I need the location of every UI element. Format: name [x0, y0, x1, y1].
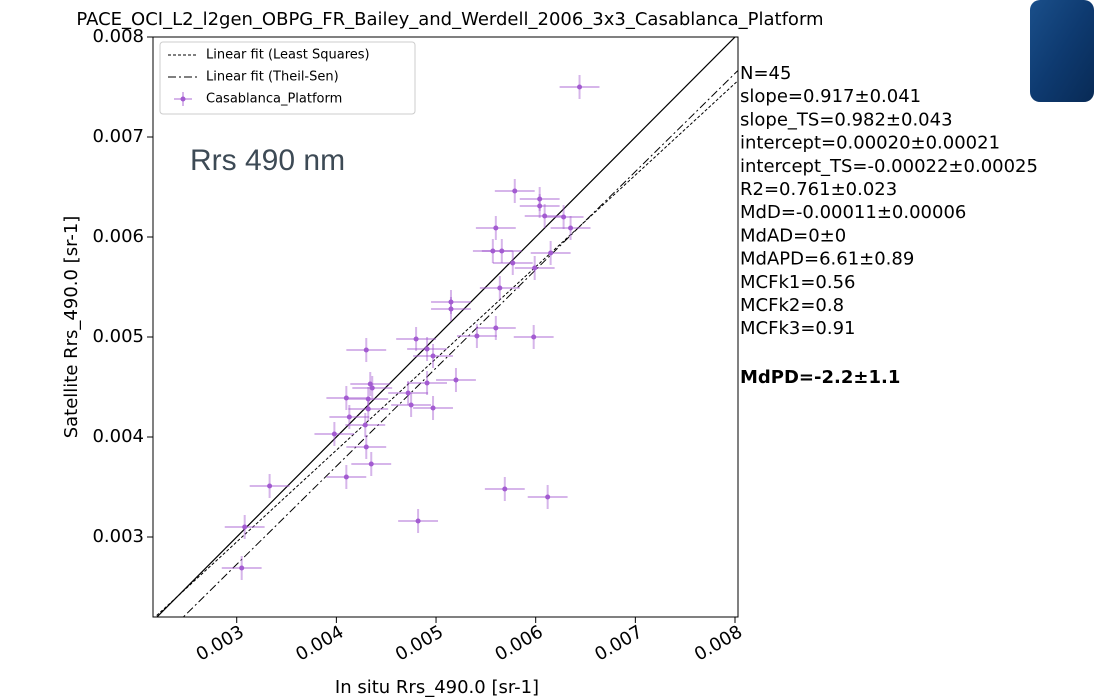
fit-line [154, 80, 738, 617]
point [408, 402, 414, 408]
point [365, 406, 371, 412]
point [365, 396, 371, 402]
y-tick-label: 0.003 [92, 526, 144, 547]
stat-line: slope_TS=0.982±0.043 [740, 109, 953, 130]
x-tick-label: 0.004 [292, 621, 347, 665]
stat-line: intercept_TS=-0.00022±0.00025 [740, 156, 1038, 177]
point [548, 250, 554, 256]
point [499, 248, 505, 254]
point [510, 260, 516, 266]
point [497, 285, 503, 291]
point [367, 381, 373, 387]
point [343, 395, 349, 401]
point [368, 461, 374, 467]
point [542, 213, 548, 219]
stat-line: MCFk2=0.8 [740, 295, 844, 316]
point [362, 422, 368, 428]
stat-line: MCFk3=0.91 [740, 318, 856, 339]
stat-line: MCFk1=0.56 [740, 272, 856, 293]
point [363, 347, 369, 353]
point [502, 486, 508, 492]
y-axis-label: Satellite Rrs_490.0 [sr-1] [61, 216, 82, 439]
legend-label: Linear fit (Least Squares) [206, 48, 370, 63]
plot-frame [152, 36, 739, 618]
point [413, 336, 419, 342]
point [532, 265, 538, 271]
point [424, 346, 430, 352]
legend-label: Linear fit (Theil-Sen) [206, 70, 339, 85]
point [405, 390, 411, 396]
x-tick-label: 0.006 [492, 621, 547, 665]
stat-line: MdD=-0.00011±0.00006 [740, 202, 966, 223]
legend-label: Casablanca_Platform [206, 92, 342, 107]
stat-line: intercept=0.00020±0.00021 [740, 133, 1000, 154]
point [531, 334, 537, 340]
point [512, 188, 518, 194]
point [453, 377, 459, 383]
point [493, 325, 499, 331]
stat-line: MdAPD=6.61±0.89 [740, 249, 914, 270]
point [448, 299, 454, 305]
y-tick-label: 0.007 [92, 126, 144, 147]
point [415, 518, 421, 524]
point [369, 385, 375, 391]
point [537, 203, 543, 209]
legend-marker [180, 96, 186, 102]
stat-bold: MdPD=-2.2±1.1 [740, 367, 900, 388]
point [267, 483, 273, 489]
point [448, 306, 454, 312]
stat-line: slope=0.917±0.041 [740, 86, 921, 107]
plot-lines [154, 37, 738, 617]
annotation: Rrs 490 nm [190, 144, 345, 177]
point [242, 524, 248, 530]
point [331, 431, 337, 437]
point [537, 196, 543, 202]
point [346, 414, 352, 420]
point [343, 474, 349, 480]
x-axis-label: In situ Rrs_490.0 [sr-1] [335, 677, 539, 698]
point [239, 565, 245, 571]
point [568, 225, 574, 231]
stat-line: N=45 [740, 63, 791, 84]
x-tick-label: 0.007 [591, 621, 646, 665]
stat-line: R2=0.761±0.023 [740, 179, 897, 200]
fit-line [182, 70, 738, 617]
point [474, 333, 480, 339]
point [424, 380, 430, 386]
point [430, 353, 436, 359]
chart-title: PACE_OCI_L2_l2gen_OBPG_FR_Bailey_and_Wer… [76, 9, 823, 30]
x-tick-label: 0.008 [691, 621, 746, 665]
x-tick-label: 0.005 [392, 621, 447, 665]
y-tick-label: 0.008 [92, 26, 144, 47]
point [363, 444, 369, 450]
stat-line: MdAD=0±0 [740, 225, 846, 246]
point [430, 405, 436, 411]
legend-box [159, 41, 416, 115]
y-tick-label: 0.005 [92, 326, 144, 347]
y-tick-label: 0.006 [92, 226, 144, 247]
x-tick-label: 0.003 [193, 621, 248, 665]
identity-line [156, 37, 736, 617]
point [545, 494, 551, 500]
ocean-thumbnail [1030, 0, 1094, 102]
point [493, 225, 499, 231]
y-tick-label: 0.004 [92, 426, 144, 447]
point [490, 248, 496, 254]
point [577, 84, 583, 90]
point [561, 214, 567, 220]
